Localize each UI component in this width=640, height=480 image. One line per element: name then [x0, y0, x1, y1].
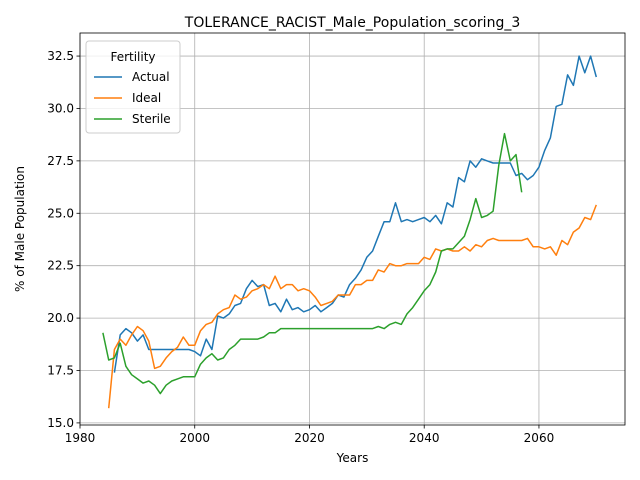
series-line-sterile	[102, 132, 523, 395]
y-tick-label: 25.0	[47, 206, 74, 220]
legend-label-actual: Actual	[132, 70, 170, 84]
axis-ticks: 1980 2000 2020 2040 2060 15.0 17.5 20.0 22.5 25.0…	[47, 49, 554, 445]
x-tick-label: 2000	[179, 431, 210, 445]
x-axis-label: Years	[336, 451, 369, 465]
y-tick-label: 17.5	[47, 363, 74, 377]
series-line-actual	[113, 55, 598, 373]
y-tick-label: 30.0	[47, 101, 74, 115]
y-tick-label: 27.5	[47, 154, 74, 168]
y-tick-label: 32.5	[47, 49, 74, 63]
y-tick-label: 15.0	[47, 416, 74, 430]
y-tick-label: 20.0	[47, 311, 74, 325]
legend-title: Fertility	[110, 50, 155, 64]
chart-title: TOLERANCE_RACIST_Male_Population_scoring…	[184, 15, 520, 31]
series-lines	[102, 55, 598, 409]
legend: Fertility Actual Ideal Sterile	[85, 40, 181, 134]
plot-frame	[79, 32, 626, 426]
x-tick-label: 1980	[65, 431, 96, 445]
series-line-ideal	[107, 204, 597, 409]
y-axis-label: % of Male Population	[13, 166, 27, 292]
x-tick-label: 2060	[524, 431, 555, 445]
x-tick-label: 2020	[294, 431, 325, 445]
grid	[79, 33, 625, 425]
x-tick-label: 2040	[409, 431, 440, 445]
legend-box	[85, 40, 181, 134]
legend-label-ideal: Ideal	[132, 91, 161, 105]
legend-label-sterile: Sterile	[132, 112, 171, 126]
y-tick-label: 22.5	[47, 259, 74, 273]
